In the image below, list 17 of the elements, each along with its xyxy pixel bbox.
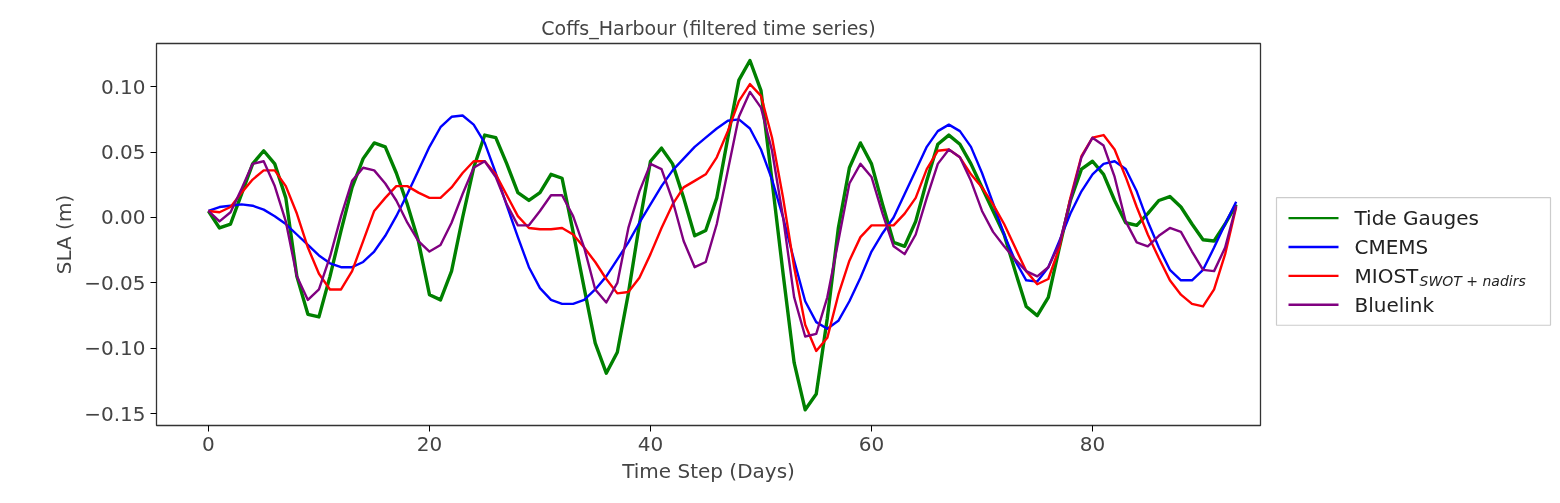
y-tick-label: 0.05 [100, 140, 146, 165]
legend-label: Tide Gauges [1353, 206, 1479, 231]
x-tick-label: 60 [858, 431, 885, 456]
x-axis-title: Time Step (Days) [621, 458, 795, 483]
chart-title: Coffs_Harbour (filtered time series) [541, 16, 876, 40]
y-tick-label: 0.10 [100, 74, 146, 99]
legend-label: Bluelink [1354, 292, 1435, 317]
y-tick-label: −0.10 [84, 336, 146, 361]
y-axis-title: SLA (m) [52, 194, 77, 275]
x-tick-label: 20 [416, 431, 443, 456]
y-tick-label: −0.15 [84, 401, 146, 426]
x-tick-label: 80 [1079, 431, 1106, 456]
y-tick-label: −0.05 [84, 270, 146, 295]
legend-label: CMEMS [1354, 235, 1429, 260]
x-tick-label: 40 [637, 431, 664, 456]
y-tick-label: 0.00 [100, 205, 146, 230]
x-tick-label: 0 [202, 431, 215, 456]
